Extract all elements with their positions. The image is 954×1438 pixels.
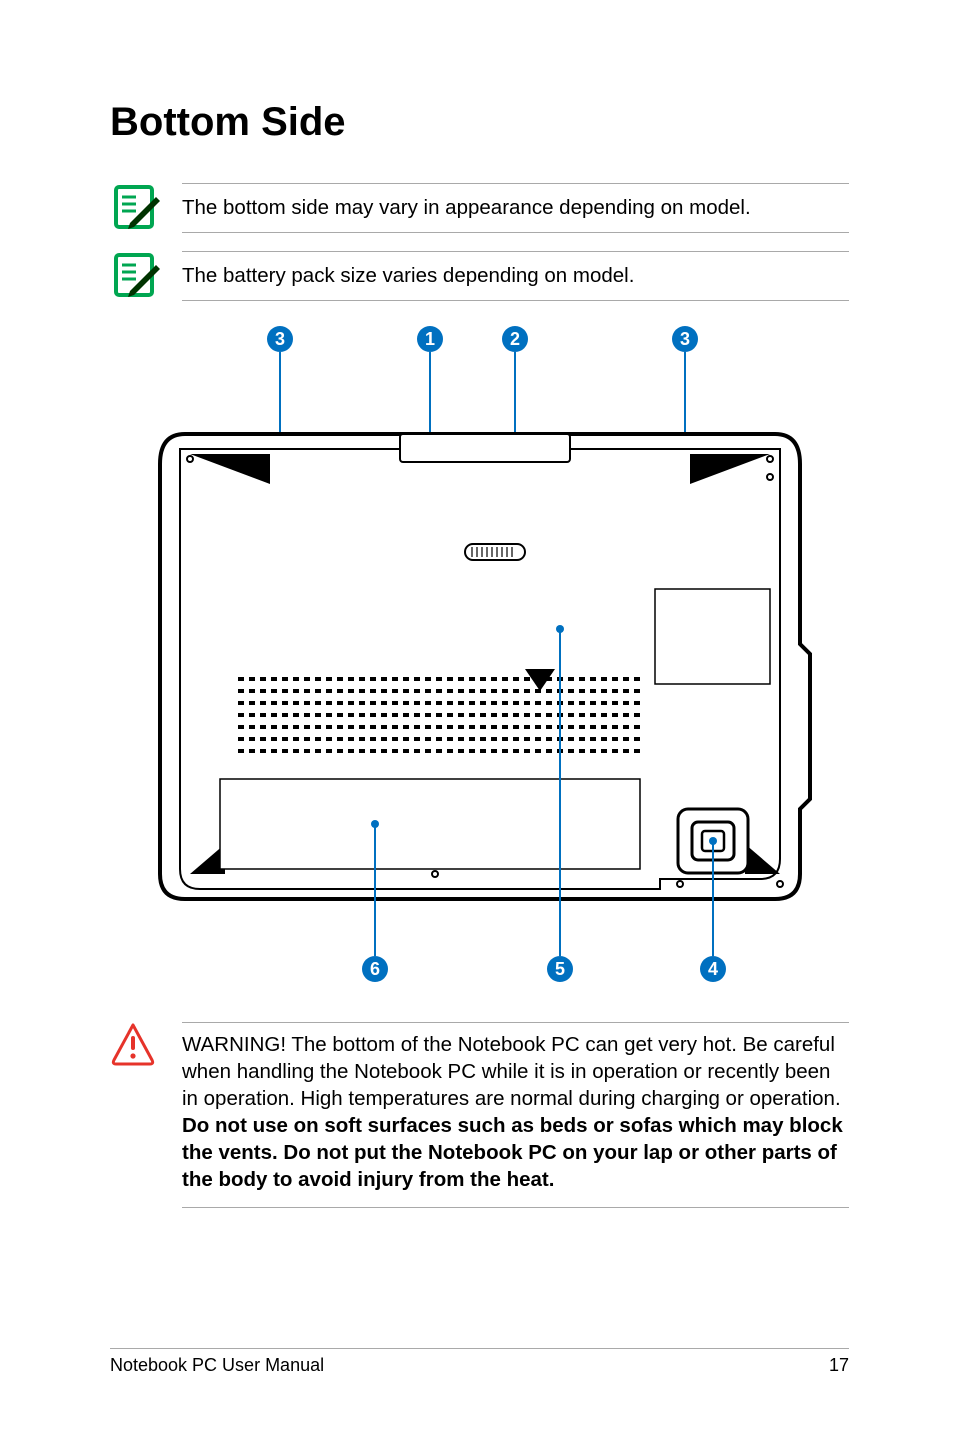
warning-bold: Do not use on soft surfaces such as beds…	[182, 1114, 843, 1191]
callout-3-top-left: 3	[274, 329, 284, 349]
callout-2: 2	[509, 329, 519, 349]
note-icon	[110, 251, 160, 301]
footer-left: Notebook PC User Manual	[110, 1355, 324, 1376]
warning-prefix: WARNING! The bottom of the Notebook PC c…	[182, 1033, 841, 1110]
note-text-1: The bottom side may vary in appearance d…	[182, 183, 849, 233]
callout-4: 4	[707, 959, 717, 979]
laptop-bottom-diagram: 3 1 2 3	[110, 319, 849, 1004]
callout-5: 5	[554, 959, 564, 979]
warning-icon	[110, 1022, 156, 1068]
footer-page-number: 17	[829, 1355, 849, 1376]
page-title: Bottom Side	[110, 100, 849, 145]
note-block-1: The bottom side may vary in appearance d…	[110, 183, 849, 233]
note-block-2: The battery pack size varies depending o…	[110, 251, 849, 301]
callout-3-top-right: 3	[679, 329, 689, 349]
callout-1: 1	[424, 329, 434, 349]
note-text-2: The battery pack size varies depending o…	[182, 251, 849, 301]
note-icon	[110, 183, 160, 233]
warning-block: WARNING! The bottom of the Notebook PC c…	[110, 1022, 849, 1208]
warning-text: WARNING! The bottom of the Notebook PC c…	[182, 1022, 849, 1208]
page-footer: Notebook PC User Manual 17	[110, 1348, 849, 1376]
callout-6: 6	[369, 959, 379, 979]
